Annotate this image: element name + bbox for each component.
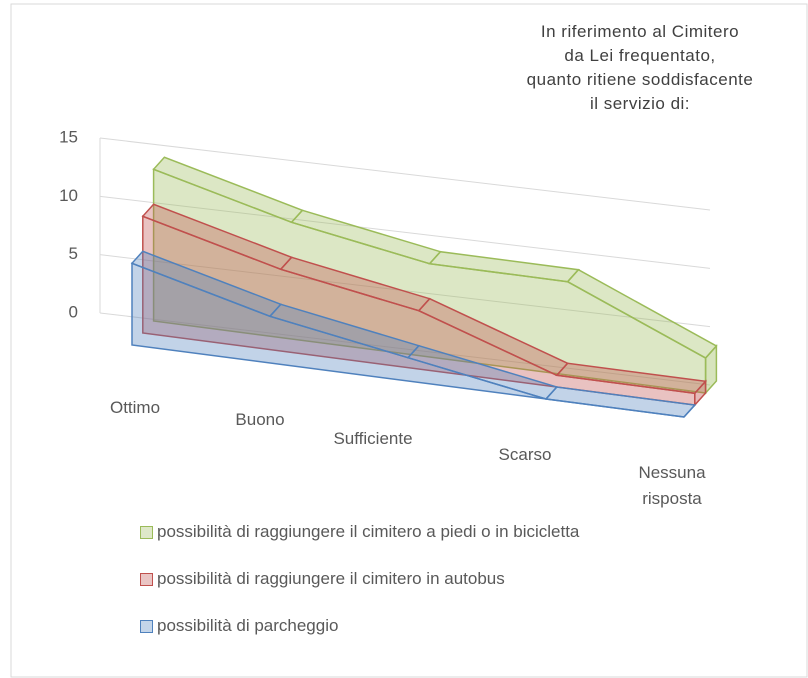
- area-side-face: [683, 404, 696, 418]
- legend-swatch: [140, 525, 153, 539]
- area: [131, 262, 685, 418]
- chart-border: [10, 3, 808, 678]
- x-tick-label: Ottimo: [109, 398, 161, 417]
- legend-entry: possibilità di raggiungere il cimitero i…: [140, 569, 505, 589]
- legend-swatch: [140, 572, 153, 586]
- grid-line: [99, 137, 711, 211]
- y-tick-label: 10: [59, 186, 78, 205]
- legend-entry: possibilità di parcheggio: [140, 616, 338, 636]
- x-tick-label: Nessuna risposta: [638, 463, 706, 508]
- y-tick-label: 0: [69, 302, 78, 321]
- legend-label: possibilità di raggiungere il cimitero i…: [157, 569, 505, 588]
- legend-label: possibilità di raggiungere il cimitero a…: [157, 522, 580, 541]
- grid-line: [99, 312, 711, 386]
- area: [152, 168, 707, 394]
- chart-title: quanto ritiene soddisfacente: [526, 70, 754, 89]
- legend-swatch: [140, 619, 153, 633]
- legend-label: possibilità di parcheggio: [157, 616, 339, 635]
- grid-line: [99, 195, 711, 269]
- chart-title: In riferimento al Cimitero: [540, 22, 740, 41]
- x-tick-label: Sufficiente: [333, 429, 413, 448]
- y-tick-label: 15: [59, 127, 78, 146]
- y-tick-label: 5: [69, 244, 78, 263]
- chart-title: il servizio di:: [589, 94, 691, 113]
- x-tick-label: Buono: [235, 410, 285, 429]
- chart-title: da Lei frequentato,: [564, 46, 716, 65]
- x-tick-label: Scarso: [498, 445, 552, 464]
- legend-entry: possibilità di raggiungere il cimitero a…: [140, 522, 579, 542]
